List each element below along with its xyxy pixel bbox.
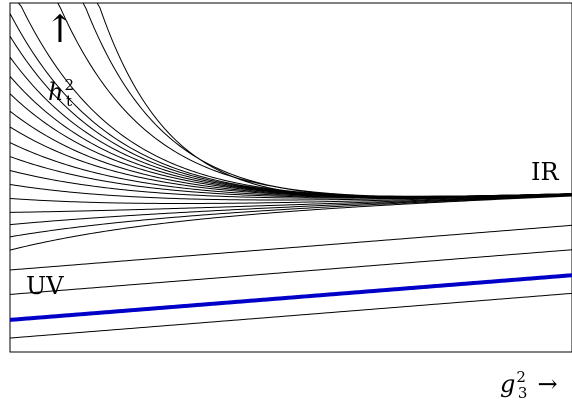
converging-curve-13 (9, 56, 572, 197)
converging-curve-8 (9, 142, 572, 198)
fixed-line-series (9, 273, 572, 322)
y-axis-label: h2t (48, 76, 75, 110)
converging-curve-16 (10, 2, 572, 198)
uv-annotation: UV (26, 272, 64, 300)
straight-curve-3 (9, 224, 572, 271)
plot-frame (9, 2, 572, 353)
curve-group (9, 2, 572, 339)
converging-curve-19 (10, 2, 572, 200)
converging-curve-10 (9, 110, 572, 197)
converging-curve-15 (9, 13, 572, 198)
x-axis-label: g23 → (500, 368, 558, 402)
y-axis-arrow: ↑ (44, 7, 76, 51)
ir-annotation: IR (531, 158, 559, 186)
converging-curve-1 (9, 195, 572, 238)
converging-curve-2 (9, 194, 572, 226)
converging-curve-3 (9, 194, 572, 213)
converging-curve-18 (10, 2, 572, 198)
converging-curve-17 (10, 2, 572, 198)
converging-curve-0 (9, 195, 572, 251)
straight-curve-0 (9, 292, 572, 339)
converging-curve-12 (9, 75, 572, 197)
straight-curve-2 (9, 249, 572, 295)
